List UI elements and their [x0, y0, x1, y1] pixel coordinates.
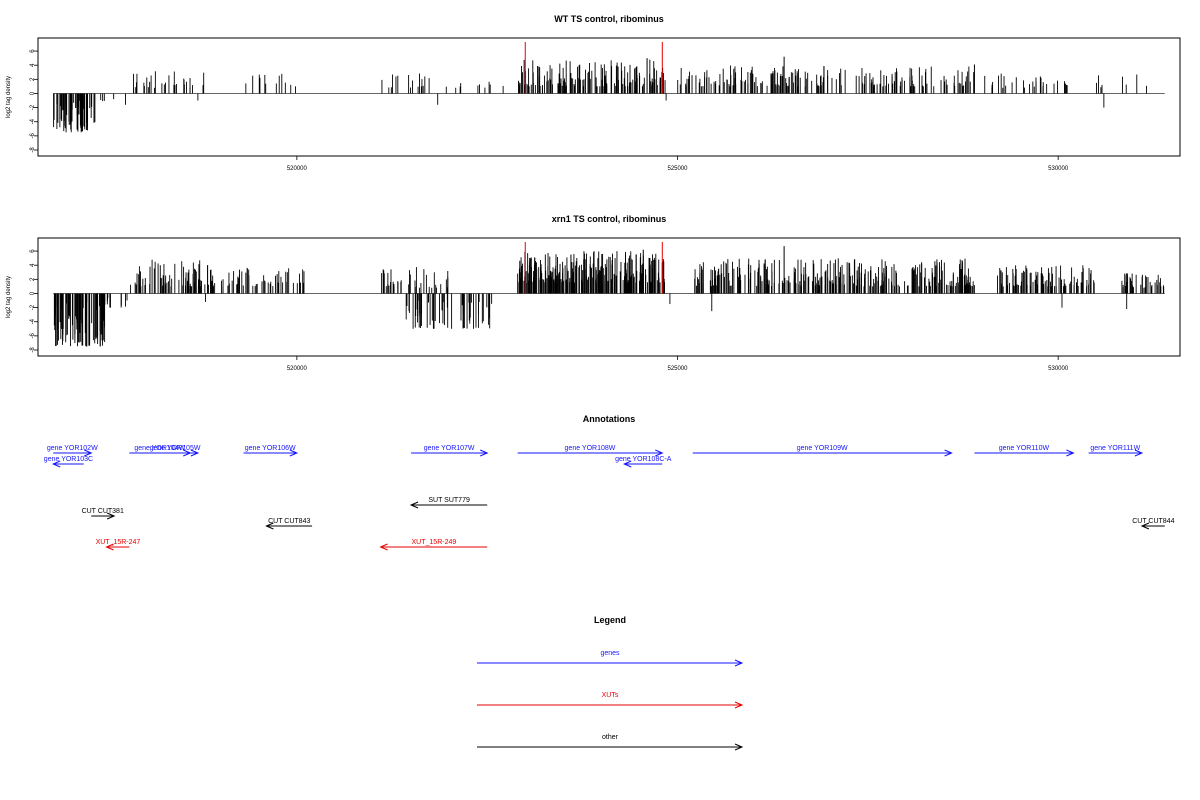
chart-title: WT TS control, ribominus	[554, 14, 664, 24]
feature-label: gene YOR106W	[245, 445, 296, 452]
legend-label: other	[602, 734, 619, 741]
feature-label: CUT CUT844	[1132, 518, 1174, 525]
feature-arrowhead	[1140, 522, 1150, 530]
y-tick-label: 6	[30, 249, 36, 253]
feature-label: gene YOR104W	[134, 445, 185, 452]
y-tick-label: -4	[30, 118, 36, 124]
x-tick-label: 530000	[1048, 166, 1069, 172]
feature-label: CUT CUT381	[82, 508, 124, 515]
feature-arrowhead	[944, 449, 953, 457]
y-tick-label: -8	[30, 347, 36, 353]
y-tick-label: -2	[30, 304, 36, 310]
feature-arrowhead	[106, 512, 116, 520]
feature-arrowhead	[409, 501, 419, 509]
legend-arrowhead	[734, 701, 744, 709]
plot-frame	[37, 237, 1181, 357]
feature-arrowhead	[105, 543, 114, 551]
legend-arrowhead	[734, 743, 744, 751]
y-tick-label: 2	[30, 277, 36, 281]
feature-arrowhead	[1066, 449, 1075, 457]
y-axis-label: log2 tag density	[6, 276, 12, 318]
y-tick-label: 2	[30, 77, 36, 81]
y-tick-label: 4	[30, 63, 36, 67]
y-tick-label: -2	[30, 104, 36, 110]
feature-label: gene YOR103C	[44, 456, 93, 463]
wt-panel: WT TS control, ribominus -8 -6 -4 -2 0 2 4 6 log2…	[6, 14, 1181, 172]
annotations-title: Annotations	[583, 414, 636, 424]
feature-arrowhead	[379, 543, 388, 551]
feature-label: gene YOR107W	[424, 445, 475, 452]
x-tick-label: 520000	[287, 166, 308, 172]
feature-label: XUT_15R-247	[96, 539, 141, 546]
feature-arrowhead	[479, 449, 489, 457]
feature-arrowhead	[622, 460, 632, 468]
legend-panel: Legend genes XUTs other	[477, 615, 744, 751]
annotations-panel: Annotations gene YOR102W gene YOR103C gene …	[44, 414, 1175, 551]
y-tick-label: 4	[30, 263, 36, 267]
feature-label: gene YOR108C-A	[615, 456, 672, 463]
xrn1-panel: xrn1 TS control, ribominus -8 -6 -4 -2 0 2 4 6 lo…	[6, 214, 1181, 372]
x-tick-label: 525000	[668, 166, 689, 172]
y-tick-label: -6	[30, 133, 36, 139]
feature-label: CUT CUT843	[268, 518, 310, 525]
legend-label: genes	[600, 650, 620, 657]
y-axis-label: log2 tag density	[6, 76, 12, 118]
y-tick-label: -4	[30, 318, 36, 324]
y-tick-label: 6	[30, 49, 36, 53]
feature-arrowhead	[265, 522, 274, 530]
feature-label: gene YOR110W	[999, 445, 1050, 452]
feature-label: gene YOR111W	[1090, 445, 1140, 452]
feature-label: gene YOR105W	[150, 445, 201, 452]
legend-title: Legend	[594, 615, 626, 625]
feature-label: XUT_15R-249	[412, 539, 457, 546]
feature-arrowhead	[289, 449, 299, 457]
feature-arrowhead	[190, 449, 200, 457]
x-tick-label: 520000	[287, 366, 308, 372]
y-tick-label: 0	[30, 91, 36, 95]
feature-label: gene YOR102W	[47, 445, 98, 452]
feature-arrowhead	[1134, 449, 1144, 457]
legend-arrowhead	[734, 659, 744, 667]
feature-label: gene YOR109W	[797, 445, 848, 452]
feature-arrowhead	[51, 460, 61, 468]
chart-title: xrn1 TS control, ribominus	[552, 214, 667, 224]
feature-arrowhead	[655, 449, 664, 457]
y-tick-label: -8	[30, 147, 36, 153]
plot-frame	[37, 37, 1181, 157]
feature-label: SUT SUT779	[428, 497, 470, 504]
x-tick-label: 530000	[1048, 366, 1069, 372]
y-tick-label: -6	[30, 333, 36, 339]
feature-label: gene YOR108W	[565, 445, 616, 452]
legend-label: XUTs	[602, 692, 619, 699]
feature-arrowhead	[84, 449, 93, 457]
y-tick-label: 0	[30, 291, 36, 295]
x-tick-label: 525000	[668, 366, 689, 372]
